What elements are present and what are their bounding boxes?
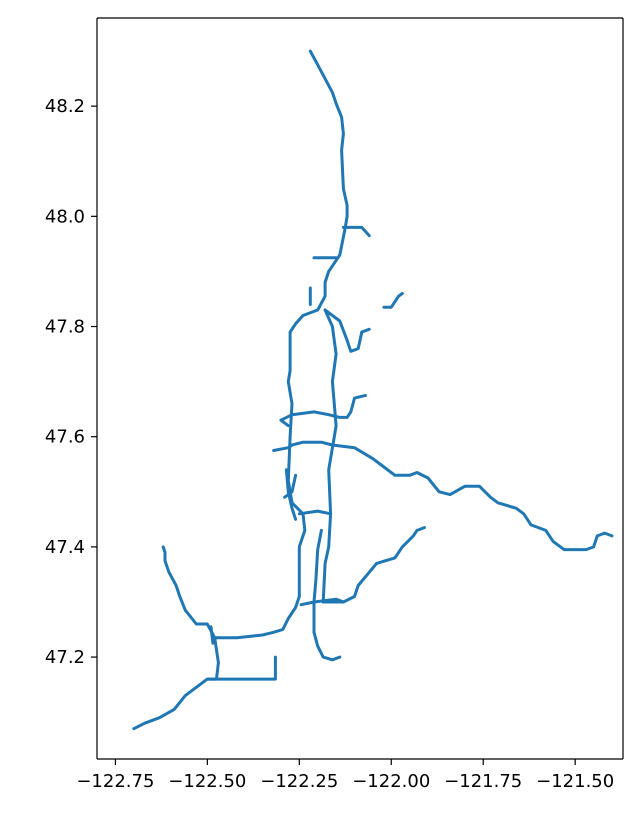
road-segment-9 <box>284 468 298 521</box>
road-segment-7 <box>279 393 367 428</box>
x-tick-label: −122.25 <box>260 771 338 792</box>
x-ticks: −122.75 −122.50 −122.25 −122.00 −121.75 −121.… <box>76 759 614 792</box>
road-segment-5 <box>321 308 338 604</box>
road-segment-1 <box>341 225 371 238</box>
y-tick-label: 47.6 <box>45 427 85 448</box>
road-segment-16 <box>205 655 277 681</box>
y-tick-label: 47.4 <box>45 537 85 558</box>
axes-frame <box>96 17 624 760</box>
road-segment-13 <box>321 526 426 604</box>
x-tick-label: −121.50 <box>536 771 614 792</box>
x-tick-label: −122.00 <box>352 771 430 792</box>
y-tick-label: 48.2 <box>45 96 85 117</box>
y-tick-label: 47.2 <box>45 647 85 668</box>
road-segment-0 <box>161 49 349 640</box>
road-segment-8 <box>272 440 614 552</box>
road-segment-12 <box>312 528 342 662</box>
y-ticks: 47.2 47.4 47.6 47.8 48.0 48.2 <box>45 96 97 668</box>
road-segment-10 <box>283 473 298 499</box>
road-lines <box>132 49 614 731</box>
road-segment-15 <box>132 636 220 731</box>
x-tick-label: −122.50 <box>168 771 246 792</box>
road-segment-4 <box>323 308 371 353</box>
x-tick-label: −122.75 <box>76 771 154 792</box>
road-segment-6 <box>382 292 404 309</box>
road-segment-17 <box>209 625 215 645</box>
x-tick-label: −121.75 <box>444 771 522 792</box>
y-tick-label: 47.8 <box>45 317 85 338</box>
y-tick-label: 48.0 <box>45 206 85 227</box>
road-segment-11 <box>297 509 333 516</box>
road-segment-14 <box>299 597 345 607</box>
